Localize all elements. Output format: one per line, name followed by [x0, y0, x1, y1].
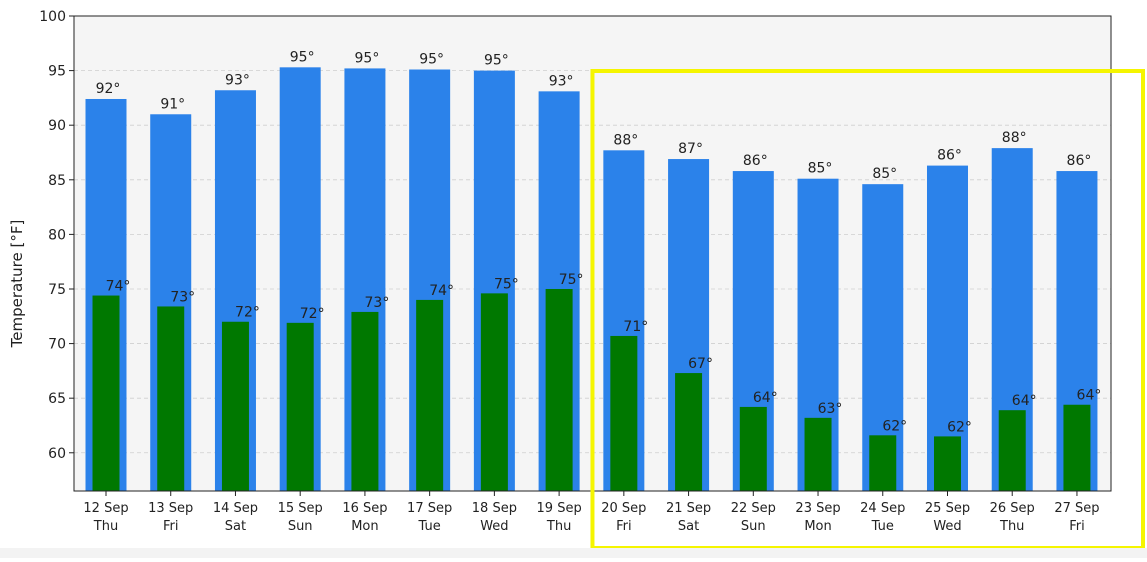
x-tick-label-date: 17 Sep — [407, 501, 452, 516]
low-temp-bar — [480, 293, 508, 491]
x-tick-label-date: 20 Sep — [601, 501, 646, 516]
low-temp-bar — [157, 306, 185, 491]
x-tick-label-date: 14 Sep — [213, 501, 258, 516]
x-tick-label-date: 21 Sep — [666, 501, 711, 516]
x-tick-label-day: Thu — [546, 519, 571, 534]
x-tick-label-day: Tue — [418, 519, 441, 534]
y-tick-label: 75 — [48, 282, 66, 298]
high-temp-label: 91° — [160, 96, 185, 112]
y-tick-label: 100 — [39, 9, 66, 25]
high-temp-label: 95° — [290, 49, 315, 65]
x-tick-label-date: 13 Sep — [148, 501, 193, 516]
low-temp-label: 62° — [882, 418, 907, 434]
x-tick-label-day: Sun — [288, 519, 313, 534]
x-tick-label-day: Sat — [678, 519, 699, 534]
x-tick-label-date: 16 Sep — [342, 501, 387, 516]
low-temp-bar — [416, 299, 444, 491]
x-tick-label-date: 15 Sep — [278, 501, 323, 516]
y-tick-label: 85 — [48, 173, 66, 189]
high-temp-label: 87° — [678, 141, 703, 157]
high-temp-label: 86° — [743, 153, 768, 169]
low-temp-bar — [804, 417, 832, 491]
low-temp-label: 72° — [300, 306, 325, 322]
y-tick-label: 80 — [48, 227, 66, 243]
high-temp-label: 88° — [613, 132, 638, 148]
low-temp-label: 64° — [1077, 388, 1102, 404]
low-temp-bar — [675, 373, 703, 491]
high-temp-label: 95° — [484, 53, 509, 69]
low-temp-bar — [221, 321, 249, 491]
x-tick-label-day: Wed — [933, 519, 961, 534]
x-tick-label-day: Thu — [999, 519, 1024, 534]
low-temp-bar — [1063, 404, 1091, 491]
x-tick-label-date: 12 Sep — [83, 501, 128, 516]
low-temp-label: 72° — [235, 305, 260, 321]
low-temp-label: 64° — [1012, 393, 1037, 409]
x-tick-label-day: Thu — [93, 519, 118, 534]
low-temp-label: 73° — [365, 295, 390, 311]
low-temp-bar — [351, 311, 379, 491]
low-temp-label: 74° — [429, 283, 454, 299]
x-tick-label-day: Mon — [804, 519, 831, 534]
x-tick-label-date: 19 Sep — [537, 501, 582, 516]
x-tick-label-day: Fri — [1069, 519, 1085, 534]
high-temp-label: 95° — [355, 50, 380, 66]
y-tick-label: 70 — [48, 337, 66, 353]
y-axis-label: Temperature [°F] — [8, 220, 26, 349]
x-tick-label-date: 26 Sep — [990, 501, 1035, 516]
high-temp-label: 85° — [808, 161, 833, 177]
low-temp-label: 62° — [947, 419, 972, 435]
low-temp-label: 75° — [559, 272, 584, 288]
x-tick-label-day: Wed — [480, 519, 508, 534]
x-tick-label-date: 25 Sep — [925, 501, 970, 516]
low-temp-label: 73° — [170, 289, 195, 305]
high-temp-label: 93° — [225, 72, 250, 88]
high-temp-label: 95° — [419, 52, 444, 68]
low-temp-bar — [286, 322, 314, 491]
x-tick-label-date: 18 Sep — [472, 501, 517, 516]
high-temp-label: 93° — [549, 73, 574, 89]
y-tick-label: 90 — [48, 118, 66, 134]
x-tick-label-date: 27 Sep — [1054, 501, 1099, 516]
low-temp-label: 63° — [818, 401, 843, 417]
x-tick-label-day: Sun — [741, 519, 766, 534]
x-tick-label-date: 24 Sep — [860, 501, 905, 516]
x-tick-label-day: Fri — [163, 519, 179, 534]
low-temp-bar — [739, 406, 767, 491]
high-temp-label: 85° — [872, 166, 897, 182]
low-temp-label: 75° — [494, 276, 519, 292]
low-temp-bar — [92, 295, 120, 491]
x-tick-label-day: Tue — [871, 519, 894, 534]
low-temp-label: 71° — [623, 319, 648, 335]
low-temp-bar — [610, 335, 638, 491]
y-tick-label: 65 — [48, 391, 66, 407]
low-temp-label: 67° — [688, 356, 713, 372]
bottom-strip — [0, 548, 1147, 558]
high-temp-label: 86° — [1067, 153, 1092, 169]
x-tick-label-date: 23 Sep — [795, 501, 840, 516]
y-tick-label: 60 — [48, 446, 66, 462]
low-temp-bar — [869, 435, 897, 491]
x-tick-label-day: Sat — [225, 519, 246, 534]
low-temp-bar — [933, 436, 961, 491]
x-tick-label-date: 22 Sep — [731, 501, 776, 516]
low-temp-bar — [545, 288, 573, 491]
low-temp-label: 64° — [753, 390, 778, 406]
high-temp-label: 92° — [96, 81, 121, 97]
x-tick-label-day: Fri — [616, 519, 632, 534]
low-temp-bar — [998, 410, 1026, 491]
high-temp-label: 88° — [1002, 130, 1027, 146]
x-tick-label-day: Mon — [351, 519, 378, 534]
low-temp-label: 74° — [106, 279, 131, 295]
high-temp-label: 86° — [937, 148, 962, 164]
y-tick-label: 95 — [48, 64, 66, 80]
